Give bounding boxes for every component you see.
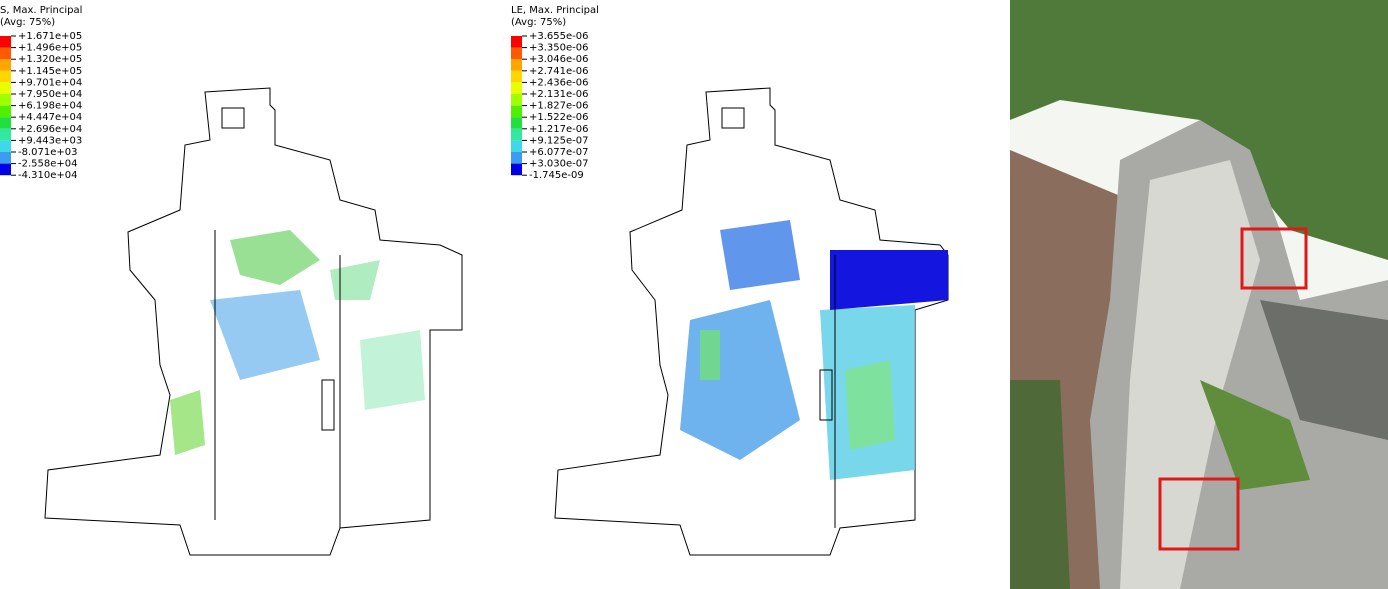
legend-label: +1.827e-06 [529, 101, 589, 112]
legend: S, Max. Principal (Avg: 75%) +1.671e+05+… [0, 5, 82, 181]
legend-label: +2.436e-06 [529, 77, 589, 88]
legend-swatch [511, 152, 522, 164]
legend-label: +1.522e-06 [529, 112, 589, 123]
legend-swatch [511, 82, 522, 94]
legend-label: +1.217e-06 [529, 124, 589, 135]
legend-label: +9.443e+03 [18, 135, 82, 146]
legend-subtitle: (Avg: 75%) [0, 17, 55, 28]
legend-title: S, Max. Principal [0, 5, 82, 16]
legend-label: -1.745e-09 [529, 170, 584, 181]
legend-swatch [0, 163, 11, 176]
legend-label: +3.655e-06 [529, 31, 589, 42]
legend-subtitle: (Avg: 75%) [511, 17, 566, 28]
stress-model [44, 87, 463, 556]
legend-label: +9.701e+04 [18, 77, 82, 88]
legend-swatch [511, 140, 522, 152]
legend: LE, Max. Principal (Avg: 75%) +3.655e-06… [511, 5, 599, 181]
legend-label: +2.741e-06 [529, 66, 589, 77]
legend-swatch [0, 59, 11, 71]
legend-label: +9.125e-07 [529, 135, 589, 146]
legend-swatch [0, 94, 11, 106]
legend-label: +2.696e+04 [18, 124, 82, 135]
legend-label: +3.046e-06 [529, 54, 589, 65]
legend-swatch [0, 105, 11, 118]
rock-photo [1010, 0, 1388, 589]
legend-label: +6.077e-07 [529, 147, 589, 158]
legend-swatch [511, 70, 522, 83]
legend-swatch [511, 94, 522, 106]
legend-swatch [511, 47, 522, 60]
legend-label: +6.198e+04 [18, 101, 82, 112]
legend-label: +1.145e+05 [18, 66, 82, 77]
legend-swatch [511, 59, 522, 71]
legend-label: +2.131e-06 [529, 89, 589, 100]
legend-label: +3.350e-06 [529, 43, 589, 54]
legend-swatch [511, 117, 522, 129]
legend-label: +1.320e+05 [18, 54, 82, 65]
legend-swatch [0, 36, 11, 48]
legend-label: -8.071e+03 [18, 147, 78, 158]
legend-label: -2.558e+04 [18, 159, 78, 170]
legend-label: +3.030e-07 [529, 159, 589, 170]
legend-label: +1.671e+05 [18, 31, 82, 42]
legend-swatch [511, 128, 522, 141]
legend-swatch [0, 82, 11, 94]
legend-swatch [0, 70, 11, 83]
legend-label: +4.447e+04 [18, 112, 82, 123]
legend-title: LE, Max. Principal [511, 5, 599, 16]
legend-swatch [0, 117, 11, 129]
legend-swatch [0, 140, 11, 152]
legend-swatch [0, 47, 11, 60]
legend-swatch [511, 105, 522, 118]
legend-swatch [511, 36, 522, 48]
legend-label: -4.310e+04 [18, 170, 78, 181]
legend-swatch [0, 128, 11, 141]
legend-swatch [0, 152, 11, 164]
legend-label: +7.950e+04 [18, 89, 82, 100]
strain-model [554, 87, 949, 556]
legend-label: +1.496e+05 [18, 43, 82, 54]
legend-swatch [511, 163, 522, 176]
